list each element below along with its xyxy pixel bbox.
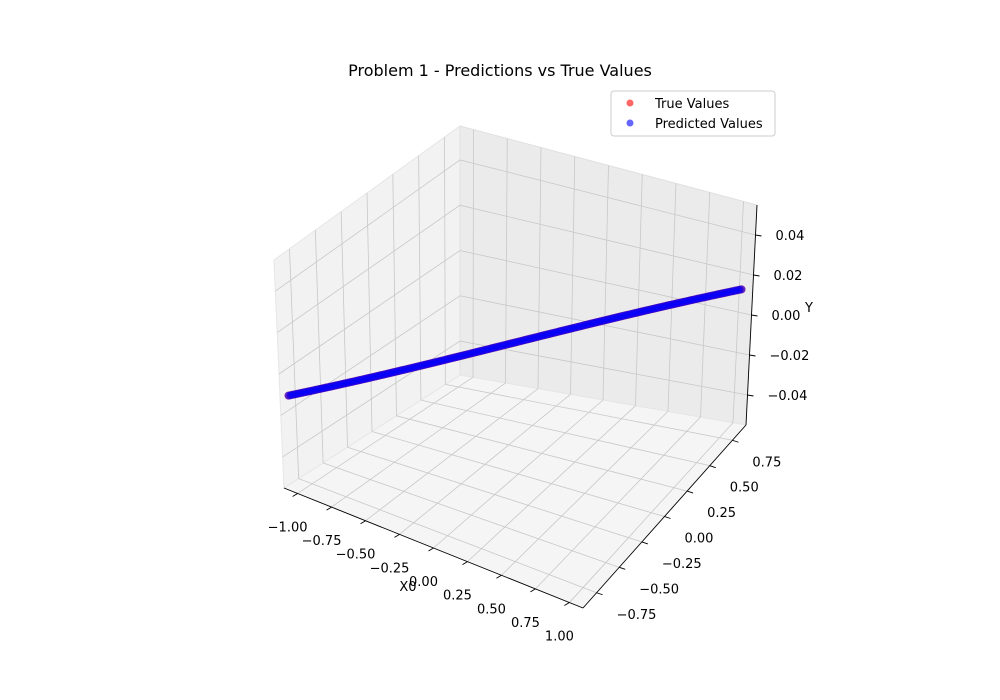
y-tick [664,516,671,519]
x-tick-label: −0.25 [370,561,410,576]
x-tick [428,547,434,552]
z-tick [751,314,758,317]
y-tick-label: 0.00 [685,532,714,547]
chart-title: Problem 1 - Predictions vs True Values [348,61,652,80]
y-tick-label: −0.75 [617,608,657,623]
grid-line-y [347,446,642,543]
y-tick [709,465,716,469]
y-tick [641,541,649,545]
x-tick [394,533,400,538]
z-tick [755,234,762,237]
grid-line-y [396,415,688,492]
z-tick-label: −0.04 [768,389,808,404]
legend-marker-true [626,99,634,107]
x-axis-label: X0 [399,580,416,595]
grid-line-z [276,204,754,333]
grid-line-y [420,399,710,467]
grid-line-y [322,462,620,568]
z-tick [753,274,760,277]
predicted-value-point [737,285,746,294]
grid-line-z [275,159,756,292]
grid-line-z [282,340,748,458]
y-tick [686,490,694,494]
x-tick [292,493,298,497]
x-tick-label: 0.75 [511,616,540,631]
z-tick-label: 0.00 [772,309,801,324]
x-tick [462,561,468,566]
grid-line-y [371,431,665,517]
y-tick-label: −0.50 [639,582,679,597]
grid-lines [275,129,756,603]
grid-line-y [298,478,597,594]
legend-label-true: True Values [654,97,729,112]
z-tick [749,354,756,357]
legend-label-predicted: Predicted Values [655,117,763,132]
data-points [284,285,746,400]
y-tick [732,439,739,443]
x-tick-label: −1.00 [268,520,308,535]
x-tick-label: −0.75 [302,534,342,549]
y-tick-label: 0.75 [752,455,781,470]
x-tick [496,574,502,579]
z-tick-label: −0.02 [770,349,810,364]
x-tick [564,602,570,606]
legend: True Values Predicted Values [610,90,776,137]
grid-line-y [445,384,733,441]
x-tick-label: 1.00 [545,630,574,645]
z-tick [747,394,754,397]
y-tick-label: 0.50 [730,481,759,496]
y-tick-label: 0.25 [707,506,736,521]
x-tick-label: 0.50 [477,602,506,617]
x-tick [360,520,366,525]
y-tick [596,592,603,596]
z-tick-label: 0.04 [776,229,805,244]
legend-box [610,90,776,137]
axes: −1.00−0.75−0.50−0.250.000.250.500.751.00… [268,204,810,645]
x-tick [326,506,332,511]
x-tick-label: 0.25 [443,589,472,604]
grid-line-z [278,250,752,375]
z-axis-label: Y [804,301,813,316]
y-tick [619,566,626,570]
x-tick-label: 0.00 [409,575,438,590]
z-tick-label: 0.02 [774,269,803,284]
x-tick-label: −0.50 [336,548,376,563]
legend-marker-predicted [626,119,634,127]
x-tick [530,588,536,593]
y-tick-label: −0.25 [662,557,702,572]
grid-line-z [280,295,750,416]
